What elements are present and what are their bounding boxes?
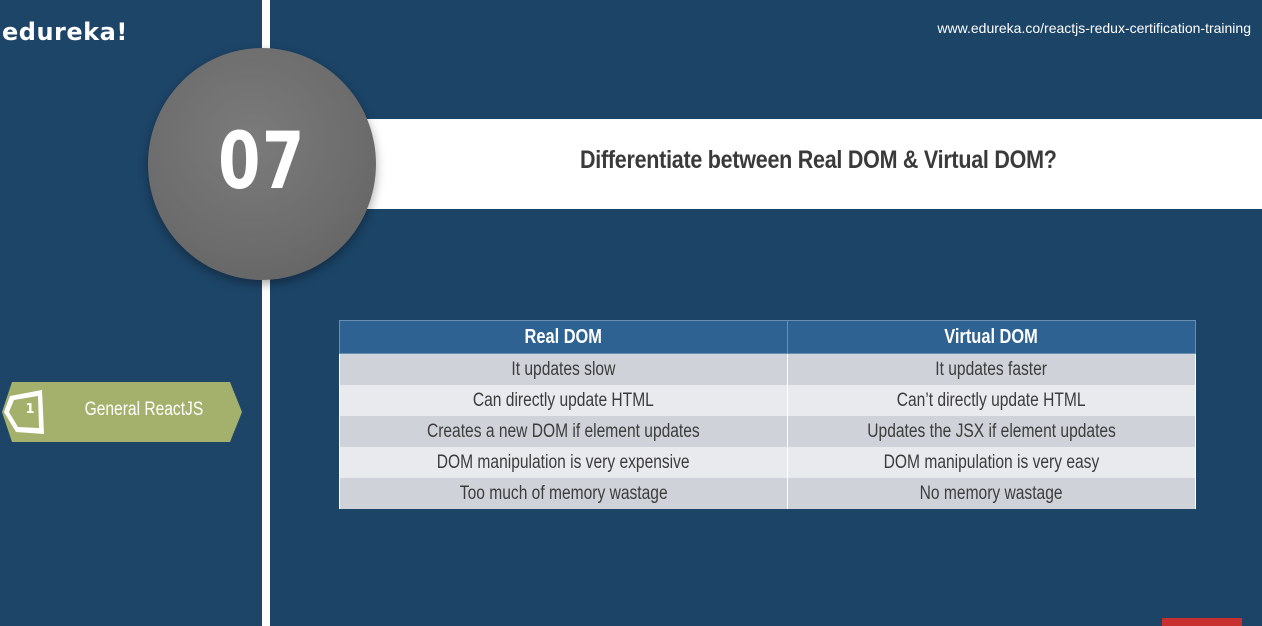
table-cell: Too much of memory wastage xyxy=(339,478,788,509)
course-url: www.edureka.co/reactjs-redux-certificati… xyxy=(937,20,1251,36)
table-cell: Can’t directly update HTML xyxy=(786,385,1197,416)
table-row: Can directly update HTML Can’t directly … xyxy=(339,385,1197,416)
edureka-logo: edureka! xyxy=(2,18,128,46)
sidebar-item-number: 1 xyxy=(25,402,35,417)
table-row: DOM manipulation is very expensive DOM m… xyxy=(339,447,1197,478)
question-title: Differentiate between Real DOM & Virtual… xyxy=(580,146,1057,174)
question-number-circle: 07 xyxy=(148,48,376,280)
table-cell: It updates faster xyxy=(786,353,1197,385)
question-number: 07 xyxy=(218,117,306,207)
table-cell: It updates slow xyxy=(339,353,788,385)
table-cell: Can directly update HTML xyxy=(339,385,788,416)
column-header-virtual-dom: Virtual DOM xyxy=(786,320,1197,354)
tag-shape-icon xyxy=(2,382,242,442)
corner-red-marker xyxy=(1162,618,1242,626)
table-cell: DOM manipulation is very easy xyxy=(786,447,1197,478)
main-panel xyxy=(270,0,1262,626)
sidebar-item-general-reactjs[interactable]: 1 General ReactJS xyxy=(2,382,242,442)
table-row: Too much of memory wastage No memory was… xyxy=(339,478,1197,509)
table-cell: Updates the JSX if element updates xyxy=(786,416,1197,447)
table-cell: Creates a new DOM if element updates xyxy=(339,416,788,447)
table-cell: DOM manipulation is very expensive xyxy=(339,447,788,478)
table-header-row: Real DOM Virtual DOM xyxy=(339,320,1197,354)
vertical-divider xyxy=(262,0,270,626)
sidebar-item-label: General ReactJS xyxy=(84,399,204,420)
column-header-real-dom: Real DOM xyxy=(339,320,788,354)
table-cell: No memory wastage xyxy=(786,478,1197,509)
title-band xyxy=(300,119,1262,209)
table-row: Creates a new DOM if element updates Upd… xyxy=(339,416,1197,447)
comparison-table: Real DOM Virtual DOM It updates slow It … xyxy=(339,320,1197,509)
table-row: It updates slow It updates faster xyxy=(339,353,1197,385)
